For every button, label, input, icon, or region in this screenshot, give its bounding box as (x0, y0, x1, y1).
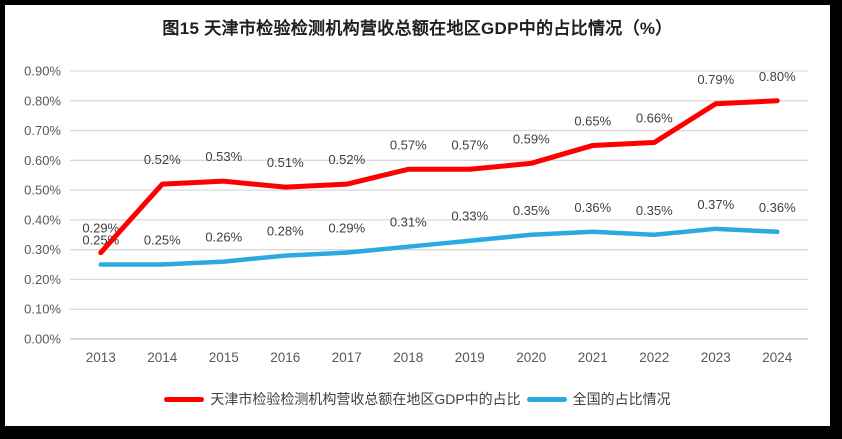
data-label-national: 0.31% (390, 215, 427, 230)
legend-label-national: 全国的占比情况 (572, 391, 671, 407)
x-tick-label: 2015 (209, 350, 239, 365)
y-tick-label: 0.90% (24, 64, 61, 79)
x-tick-label: 2023 (701, 350, 731, 365)
data-label-national: 0.36% (759, 200, 796, 215)
chart-title: 图15 天津市检验检测机构营收总额在地区GDP中的占比情况（%） (162, 19, 673, 38)
x-tick-label: 2021 (578, 350, 608, 365)
data-label-national: 0.35% (513, 203, 550, 218)
data-label-tianjin: 0.57% (451, 137, 488, 152)
x-tick-label: 2020 (516, 350, 546, 365)
series-line-national (98, 226, 780, 267)
y-tick-label: 0.70% (24, 123, 61, 138)
x-tick-label: 2017 (332, 350, 362, 365)
data-label-national: 0.36% (574, 200, 611, 215)
data-label-national: 0.35% (636, 203, 673, 218)
data-label-tianjin: 0.79% (697, 72, 734, 87)
data-label-tianjin: 0.57% (390, 137, 427, 152)
data-label-national: 0.28% (267, 224, 304, 239)
y-tick-label: 0.80% (24, 93, 61, 108)
data-label-tianjin: 0.80% (759, 69, 796, 84)
data-label-national: 0.25% (144, 233, 181, 248)
legend-label-tianjin: 天津市检验检测机构营收总额在地区GDP中的占比 (210, 391, 521, 407)
y-tick-label: 0.20% (24, 272, 61, 287)
data-label-tianjin: 0.52% (328, 152, 365, 167)
data-label-tianjin: 0.52% (144, 152, 181, 167)
data-label-tianjin: 0.51% (267, 155, 304, 170)
legend-line-swatch-national (526, 396, 567, 402)
chart-legend: 天津市检验检测机构营收总额在地区GDP中的占比 全国的占比情况 (5, 389, 830, 409)
chart-svg: 0.00% 0.10% 0.20% 0.30% 0.40% 0.50% 0.60% 0.70%… (24, 64, 808, 365)
x-tick-label: 2019 (455, 350, 485, 365)
x-tick-label: 2013 (86, 350, 116, 365)
y-tick-label: 0.40% (24, 212, 61, 227)
data-label-tianjin: 0.66% (636, 110, 673, 125)
x-tick-label: 2014 (147, 350, 178, 365)
series-line-tianjin (98, 98, 780, 256)
chart-container: 图15 天津市检验检测机构营收总额在地区GDP中的占比情况（%） 0.00% 0.… (5, 5, 830, 426)
y-tick-label: 0.00% (24, 332, 61, 347)
data-label-tianjin: 0.29% (82, 221, 119, 236)
data-label-national: 0.37% (697, 197, 734, 212)
data-label-tianjin: 0.65% (574, 113, 611, 128)
data-label-national: 0.29% (328, 221, 365, 236)
y-tick-label: 0.60% (24, 153, 61, 168)
y-tick-label: 0.30% (24, 242, 61, 257)
y-tick-label: 0.50% (24, 183, 61, 198)
x-tick-label: 2018 (393, 350, 423, 365)
y-tick-label: 0.10% (24, 302, 61, 317)
data-label-tianjin: 0.53% (205, 149, 242, 164)
data-label-national: 0.33% (451, 209, 488, 224)
data-label-national: 0.26% (205, 230, 242, 245)
x-tick-label: 2016 (270, 350, 300, 365)
legend-line-swatch-tianjin (164, 396, 205, 402)
x-tick-label: 2022 (639, 350, 669, 365)
data-label-tianjin: 0.59% (513, 131, 550, 146)
x-tick-label: 2024 (762, 350, 793, 365)
